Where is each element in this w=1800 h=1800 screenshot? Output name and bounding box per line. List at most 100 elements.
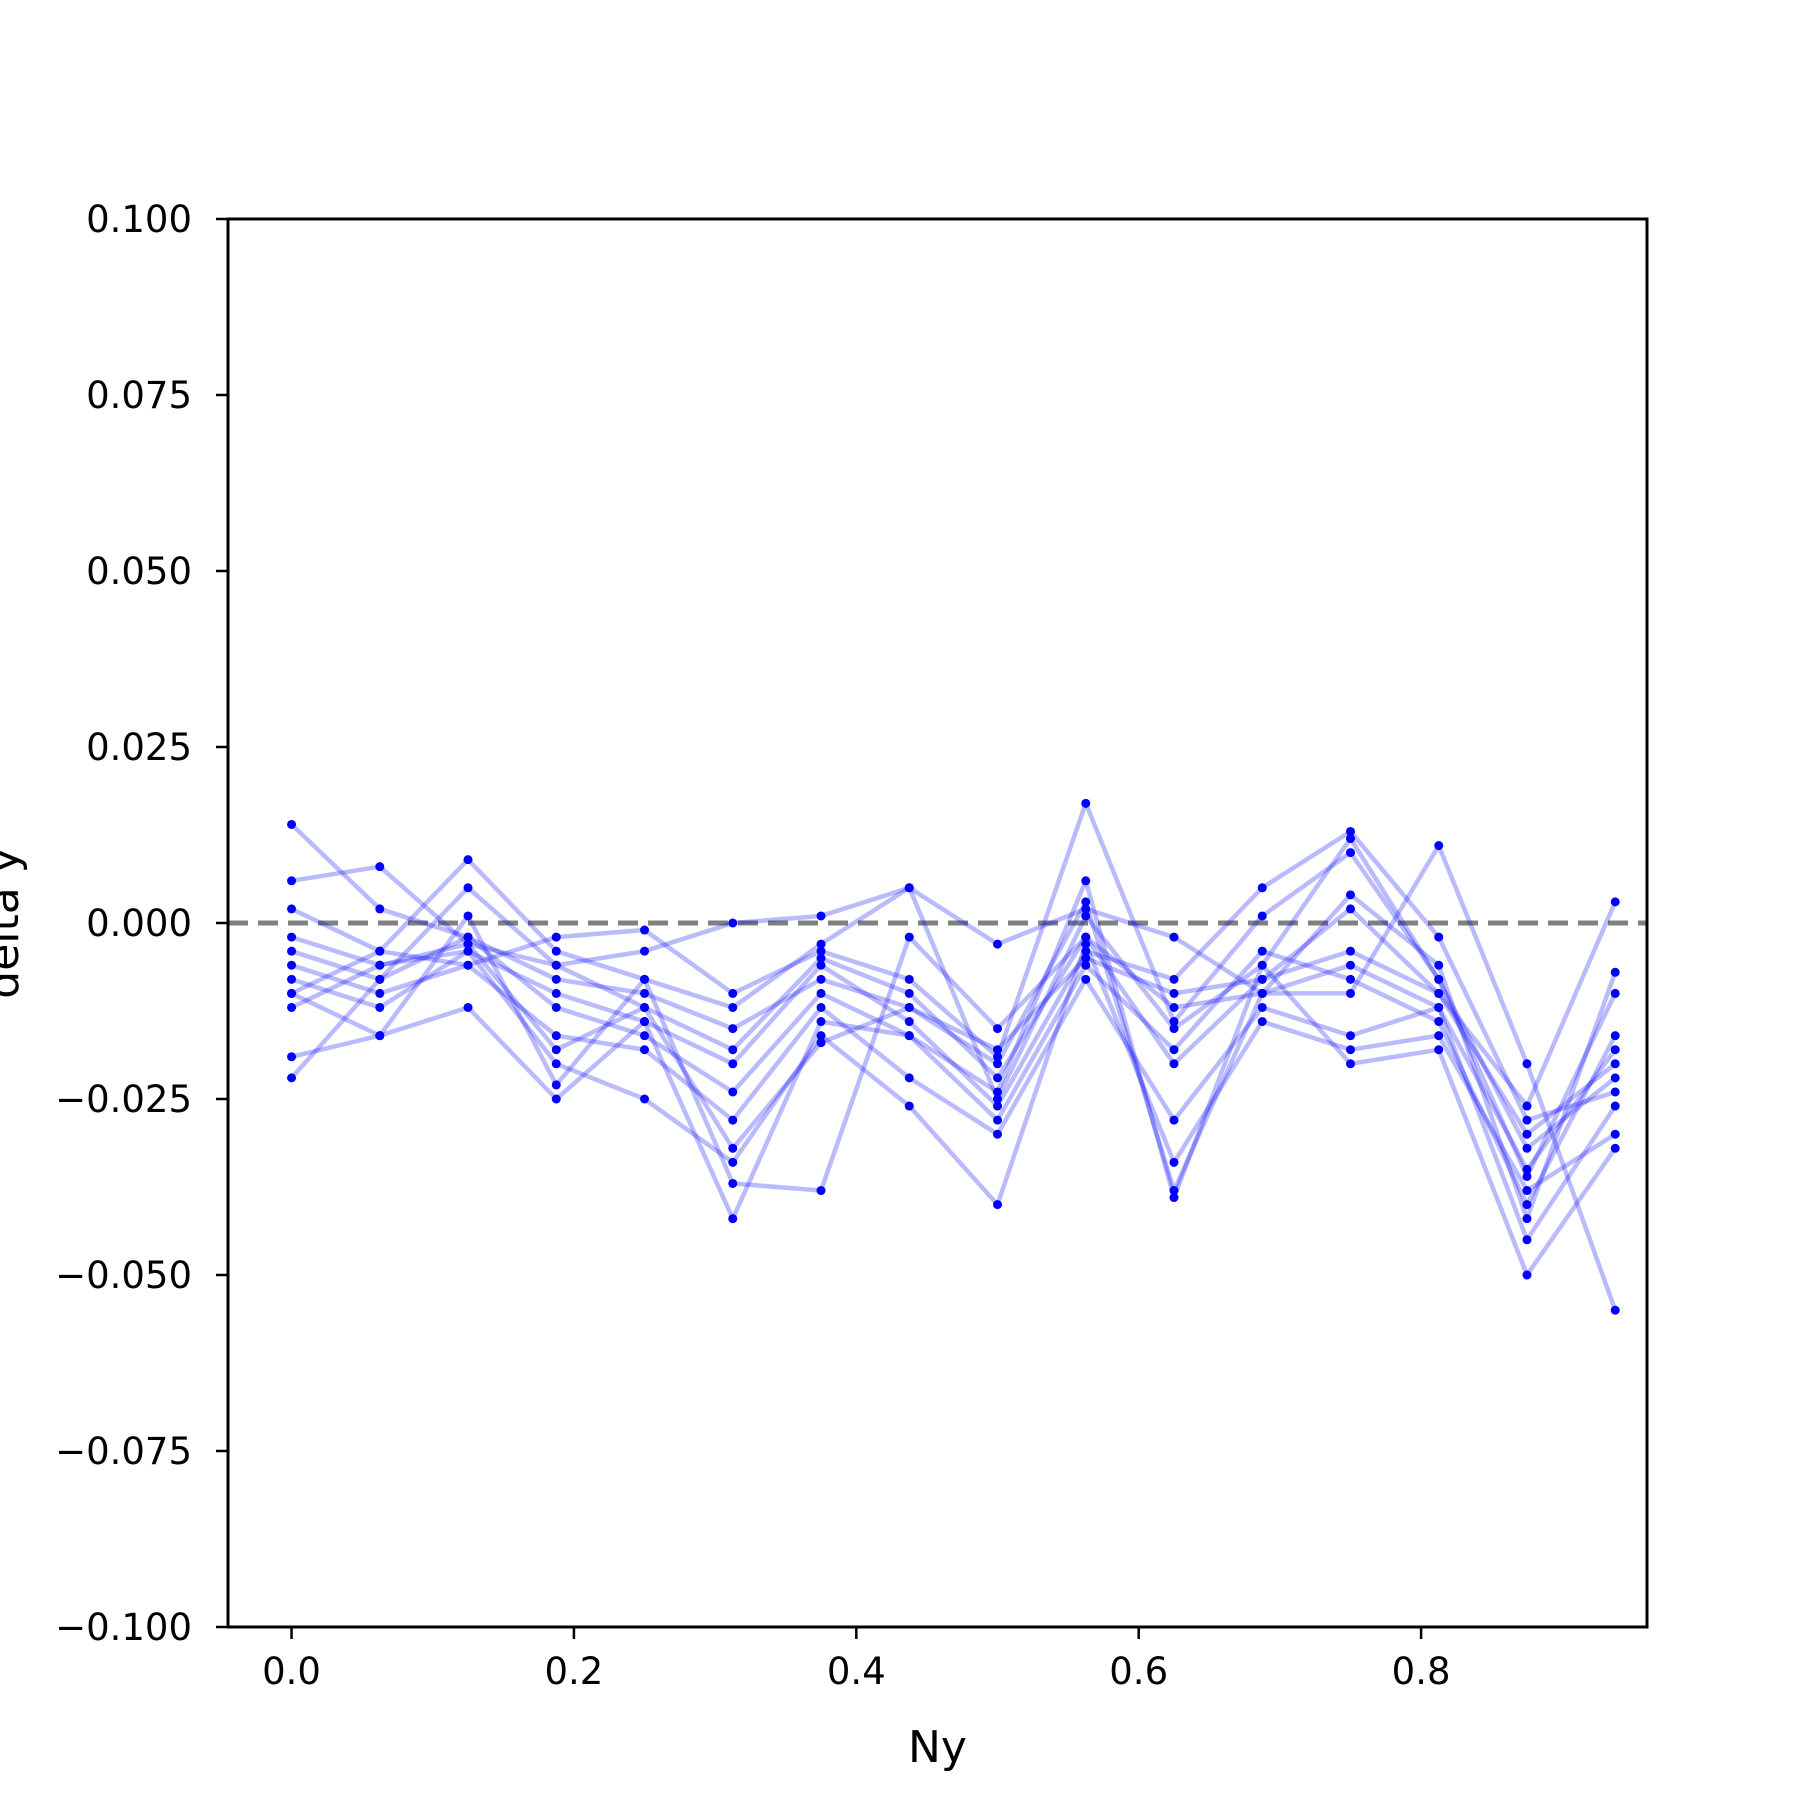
data-point: [1345, 974, 1355, 984]
y-tick-label: −0.075: [55, 1430, 192, 1473]
data-point: [1257, 960, 1267, 970]
data-point: [1610, 1101, 1620, 1111]
y-tick-label: −0.050: [55, 1254, 192, 1297]
data-point: [1345, 1045, 1355, 1055]
data-point: [993, 1059, 1003, 1069]
data-point: [551, 1080, 561, 1090]
data-point: [993, 1073, 1003, 1083]
data-point: [1081, 974, 1091, 984]
data-point: [375, 946, 385, 956]
x-tick-label: 0.8: [1392, 1650, 1451, 1693]
data-point: [551, 1002, 561, 1012]
data-point: [816, 974, 826, 984]
data-point: [816, 1002, 826, 1012]
data-point: [640, 946, 650, 956]
data-point: [728, 988, 738, 998]
data-point: [1081, 798, 1091, 808]
series-line-12: [290, 801, 1618, 1179]
data-point: [904, 1073, 914, 1083]
data-point: [993, 1101, 1003, 1111]
data-point: [287, 960, 297, 970]
data-point: [728, 1059, 738, 1069]
data-point: [375, 904, 385, 914]
data-point: [904, 1002, 914, 1012]
data-point: [816, 1038, 826, 1048]
data-point: [1434, 1031, 1444, 1041]
data-point: [1522, 1115, 1532, 1125]
data-point: [287, 1073, 297, 1083]
data-point: [728, 1214, 738, 1224]
data-point: [904, 932, 914, 942]
series-line-7: [290, 941, 1617, 1207]
data-point: [551, 1059, 561, 1069]
data-point: [640, 1045, 650, 1055]
y-tick-label: −0.025: [55, 1078, 192, 1121]
data-point: [640, 1002, 650, 1012]
data-point: [1169, 932, 1179, 942]
series-line-3: [290, 836, 1617, 1151]
data-point: [1081, 960, 1091, 970]
data-point: [287, 988, 297, 998]
data-point: [1345, 890, 1355, 900]
data-point: [1610, 988, 1620, 998]
data-point: [463, 932, 473, 942]
data-point: [1434, 932, 1444, 942]
data-point: [1257, 946, 1267, 956]
x-axis: 0.0 0.2 0.4 0.6 0.8: [262, 1627, 1451, 1693]
data-point: [816, 1186, 826, 1196]
data-point: [1169, 1017, 1179, 1027]
y-tick-label: 0.100: [86, 198, 192, 241]
data-point: [1169, 1157, 1179, 1167]
data-point: [287, 932, 297, 942]
data-point: [1345, 834, 1355, 844]
data-point: [1522, 1171, 1532, 1181]
data-point: [1345, 946, 1355, 956]
data-point: [1610, 1031, 1620, 1041]
y-axis: −0.100 −0.075 −0.050 −0.025 0.000 0.025 0.050 0…: [55, 198, 228, 1649]
data-point: [1081, 932, 1091, 942]
data-point: [1522, 1164, 1532, 1174]
data-point: [904, 974, 914, 984]
data-point: [904, 883, 914, 893]
data-point: [816, 939, 826, 949]
data-point: [287, 876, 297, 886]
y-tick-label: 0.050: [86, 550, 192, 593]
x-axis-label: Ny: [908, 1722, 967, 1773]
data-point: [993, 1094, 1003, 1104]
data-point: [1610, 1073, 1620, 1083]
data-point: [1434, 1017, 1444, 1027]
data-point: [1169, 1002, 1179, 1012]
data-point: [1522, 1235, 1532, 1245]
data-point: [816, 1017, 826, 1027]
data-point: [1257, 988, 1267, 998]
data-point: [1081, 953, 1091, 963]
x-tick-label: 0.6: [1109, 1650, 1168, 1693]
data-point: [1169, 974, 1179, 984]
data-point: [640, 974, 650, 984]
data-point: [463, 883, 473, 893]
data-point: [1345, 960, 1355, 970]
data-point: [1610, 1045, 1620, 1055]
series-line-1: [289, 822, 1617, 1137]
data-point: [551, 974, 561, 984]
data-point: [1257, 1017, 1267, 1027]
data-point: [728, 1178, 738, 1188]
data-point: [463, 946, 473, 956]
data-point: [1081, 897, 1091, 907]
data-point: [463, 855, 473, 865]
data-point: [1169, 1193, 1179, 1203]
series-line-2: [291, 864, 1618, 1172]
data-point: [1081, 904, 1091, 914]
data-point: [993, 1115, 1003, 1125]
data-point: [1169, 1115, 1179, 1125]
series-line-4: [290, 829, 1616, 1123]
data-point: [993, 1052, 1003, 1062]
data-point: [375, 862, 385, 872]
data-point: [463, 1002, 473, 1012]
data-point: [551, 960, 561, 970]
data-point: [287, 974, 297, 984]
data-point: [375, 988, 385, 998]
data-point: [1257, 974, 1267, 984]
data-point: [375, 960, 385, 970]
